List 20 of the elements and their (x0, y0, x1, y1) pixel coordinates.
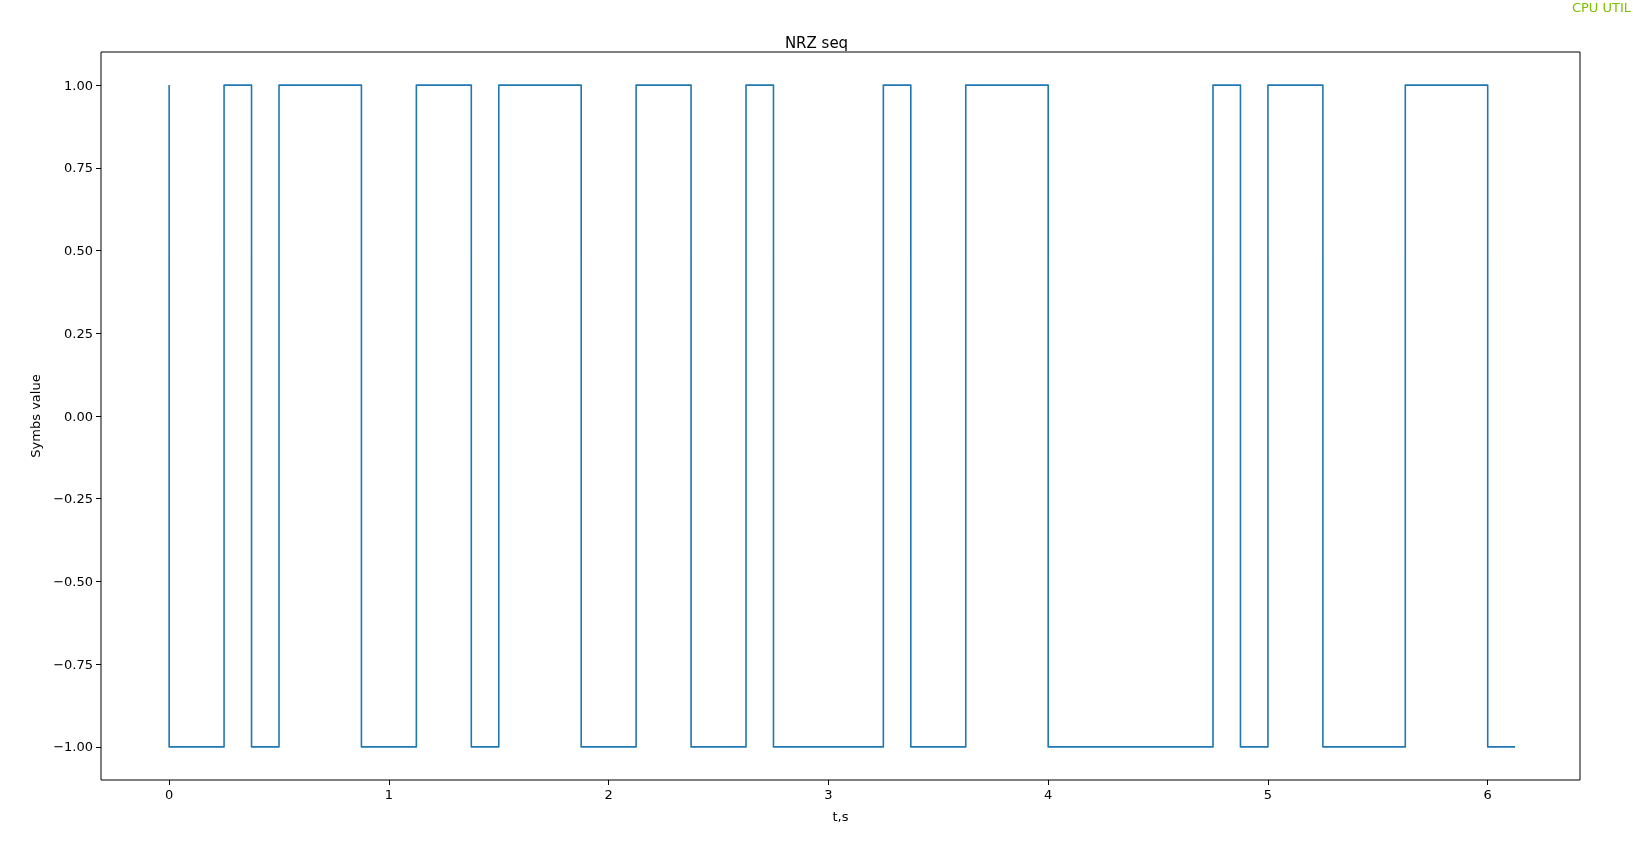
x-tick-label: 4 (1044, 787, 1053, 802)
x-tick-label: 5 (1263, 787, 1273, 802)
x-tick-label: 6 (1483, 787, 1492, 802)
x-tick-label: 0 (164, 787, 174, 802)
y-tick-label: 1.00 (64, 77, 93, 93)
y-tick-label: 0.75 (64, 160, 93, 176)
y-tick-label: −1.00 (53, 739, 93, 755)
text: CPU UTIL (1571, 0, 1631, 15)
y-tick-label: −0.75 (53, 656, 93, 672)
x-tick-label: 2 (604, 787, 613, 802)
y-tick-label: 0.00 (64, 408, 93, 424)
x-axis-title: t,s (832, 809, 849, 824)
x-tick-label: 1 (384, 787, 394, 802)
y-tick-label: 0.50 (64, 243, 93, 259)
chart-title: NRZ seq (784, 33, 849, 52)
x-tick-label: 3 (824, 787, 833, 802)
y-tick-label: 0.25 (64, 325, 93, 341)
y-tick-label: −0.25 (53, 491, 93, 507)
y-axis-title: Symbs value (28, 374, 44, 458)
y-tick-label: −0.50 (53, 573, 93, 589)
